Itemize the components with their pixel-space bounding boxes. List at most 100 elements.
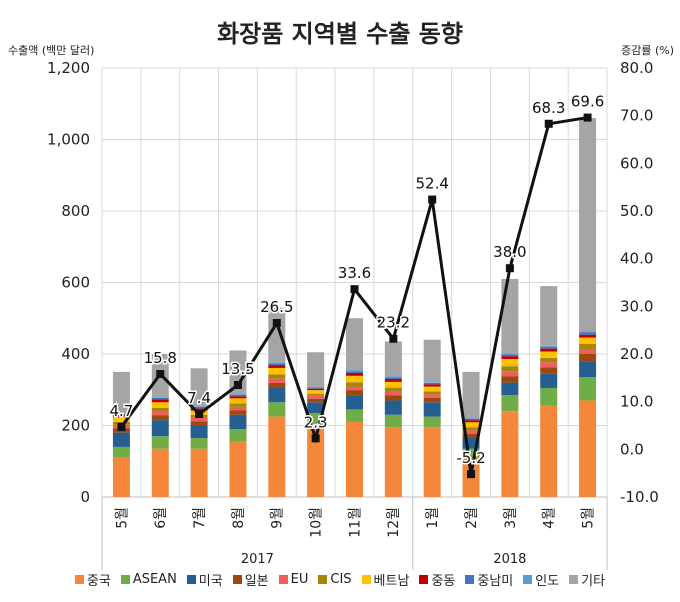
x-tick-label: 6월 <box>153 507 169 529</box>
bar-segment <box>112 415 130 418</box>
data-label: 13.5 <box>221 360 254 378</box>
left-tick-label: 600 <box>61 274 90 292</box>
line-marker <box>350 285 359 294</box>
bar-segment <box>229 414 247 430</box>
bar-segment <box>579 337 597 344</box>
bar-segment <box>540 286 558 346</box>
line-marker <box>117 422 126 431</box>
bar-segment <box>151 448 169 497</box>
bar-segment <box>501 354 519 357</box>
data-label: 23.2 <box>377 314 410 332</box>
data-label: 68.3 <box>532 99 565 117</box>
bar-segment <box>151 397 169 398</box>
chart-legend: 중국 ASEAN 미국 일본 EU CIS 베트남 중동 중남미 인도 기타 <box>0 570 680 589</box>
bar-segment <box>268 382 286 388</box>
data-label: 33.6 <box>338 264 371 282</box>
legend-item: 일본 <box>232 570 269 589</box>
legend-label: 미국 <box>198 574 223 589</box>
legend-label: 중국 <box>86 574 111 589</box>
bar-segment <box>579 361 597 378</box>
bar-segment <box>384 379 402 382</box>
bar-segment <box>112 432 130 447</box>
year-label: 2018 <box>493 552 526 567</box>
bar-segment <box>501 395 519 412</box>
bar-segment <box>423 391 441 395</box>
bar-segment <box>229 396 247 399</box>
bar-segment <box>540 373 558 388</box>
x-tick-label: 5월 <box>580 507 596 529</box>
bar-segment <box>579 332 597 335</box>
x-tick-label: 10월 <box>309 507 325 538</box>
bar-segment <box>540 362 558 368</box>
x-tick-label: 2월 <box>464 507 480 529</box>
bar-segment <box>190 406 208 409</box>
bar-segment <box>462 417 480 419</box>
bar-segment <box>229 429 247 442</box>
bar-segment <box>423 382 441 383</box>
bar-segment <box>112 446 130 458</box>
legend-label: 베트남 <box>373 574 410 589</box>
line-marker <box>311 434 320 443</box>
bar-segment <box>462 430 480 434</box>
x-tick-label: 4월 <box>542 507 558 529</box>
bar-segment <box>229 394 247 395</box>
right-tick-label: 0.0 <box>620 440 644 458</box>
bar-segment <box>151 399 169 403</box>
bar-segment <box>501 382 519 396</box>
bar-segment <box>384 376 402 378</box>
left-tick-label: 800 <box>61 202 90 220</box>
data-label: 52.4 <box>415 175 448 193</box>
bar-segment <box>462 433 480 439</box>
line-marker <box>195 410 204 419</box>
x-tick-label: 9월 <box>270 507 286 529</box>
right-axis-label: 증감률 (%) <box>621 44 674 57</box>
bar-segment <box>307 352 325 387</box>
bar-segment <box>462 427 480 431</box>
legend-label: 기타 <box>581 574 606 589</box>
data-label: 15.8 <box>144 349 177 367</box>
bar-segment <box>423 402 441 417</box>
legend-label: 중동 <box>431 574 456 589</box>
bar-segment <box>423 416 441 428</box>
bar-segment <box>268 367 286 375</box>
bar-segment <box>462 422 480 428</box>
data-label: 7.4 <box>187 389 211 407</box>
legend-item: 베트남 <box>361 570 410 589</box>
legend-swatch <box>419 575 429 584</box>
bar-segment <box>151 436 169 449</box>
data-label: -5.2 <box>456 449 485 467</box>
legend-label: EU <box>290 572 309 587</box>
bar-segment <box>540 345 558 347</box>
bar-segment <box>346 421 363 497</box>
legend-label: ASEAN <box>132 572 177 587</box>
bar-segment <box>229 394 247 397</box>
right-tick-label: 80.0 <box>620 59 653 77</box>
right-tick-label: 40.0 <box>620 250 653 268</box>
bar-segment <box>579 343 597 349</box>
bar-segment <box>346 371 363 373</box>
data-label: 26.5 <box>260 298 293 316</box>
right-tick-label: -10.0 <box>620 488 659 506</box>
bar-segment <box>307 395 325 399</box>
legend-swatch <box>465 575 475 584</box>
bar-segment <box>268 365 286 368</box>
bar-segment <box>229 398 247 404</box>
bar-segment <box>190 417 208 422</box>
line-marker <box>156 370 165 379</box>
bar-segment <box>190 406 208 407</box>
data-label: 69.6 <box>571 93 604 111</box>
bar-segment <box>579 377 597 401</box>
legend-swatch <box>186 575 196 584</box>
bar-segment <box>462 420 480 423</box>
bar-segment <box>151 420 169 437</box>
x-tick-label: 1월 <box>425 507 441 529</box>
bar-segment <box>501 376 519 383</box>
bar-segment <box>268 378 286 383</box>
bar-segment <box>346 382 363 387</box>
legend-label: 인도 <box>535 574 560 589</box>
bar-segment <box>346 409 363 422</box>
bar-segment <box>151 411 169 416</box>
bar-segment <box>346 318 363 371</box>
legend-item: 인도 <box>523 570 559 589</box>
bar-segment <box>307 412 325 424</box>
